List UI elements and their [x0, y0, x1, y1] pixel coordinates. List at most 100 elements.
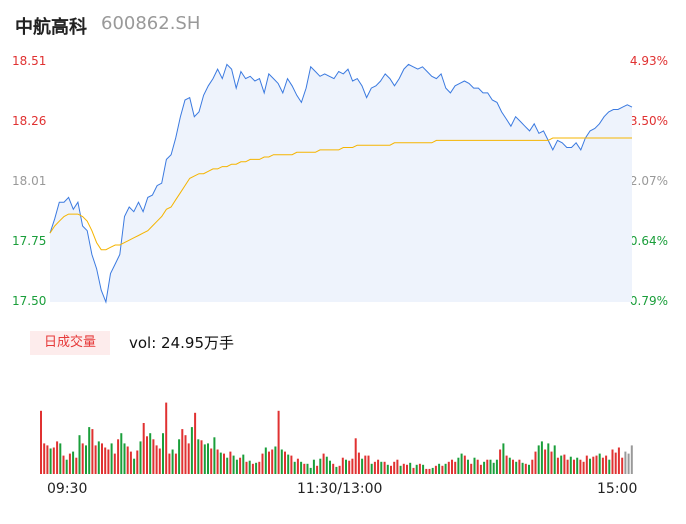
- volume-bar: [566, 459, 569, 474]
- volume-bar: [579, 459, 582, 474]
- volume-bar: [377, 459, 380, 474]
- volume-bar: [582, 461, 585, 474]
- price-area: [50, 64, 632, 303]
- volume-bar: [49, 448, 52, 474]
- volume-bar: [585, 455, 588, 474]
- volume-bar: [56, 441, 59, 474]
- y-right-tick: 0.64%: [629, 234, 668, 248]
- volume-bar: [229, 451, 232, 474]
- volume-bar: [216, 449, 219, 474]
- volume-bar: [351, 458, 354, 474]
- volume-bar: [271, 449, 274, 474]
- volume-bar: [139, 441, 142, 474]
- volume-bar: [226, 457, 229, 474]
- volume-bar: [146, 436, 148, 474]
- volume-bar: [213, 437, 216, 474]
- volume-bar: [434, 465, 437, 474]
- volume-bar: [341, 457, 344, 474]
- y-left-tick: 18.01: [12, 174, 47, 188]
- volume-bar: [178, 439, 181, 474]
- volume-bar: [232, 455, 235, 474]
- volume-bar: [219, 452, 222, 474]
- volume-bar: [72, 451, 75, 474]
- x-tick-close: 15:00: [597, 481, 638, 497]
- volume-bar: [88, 427, 91, 474]
- volume-bar: [614, 452, 617, 474]
- volume-bar: [75, 457, 78, 474]
- volume-bar: [348, 460, 351, 474]
- volume-bar: [476, 459, 479, 474]
- volume-bar: [425, 468, 428, 474]
- volume-bar: [540, 441, 543, 474]
- volume-bar: [296, 458, 299, 474]
- volume-bar: [46, 445, 49, 474]
- y-left-tick: 17.75: [12, 234, 47, 248]
- volume-bar: [598, 453, 601, 474]
- volume-bar: [386, 464, 389, 474]
- volume-bar: [142, 423, 145, 474]
- volume-bar: [120, 433, 123, 474]
- volume-bar: [81, 443, 84, 474]
- volume-bar: [101, 443, 103, 474]
- volume-bar: [200, 440, 203, 474]
- volume-bar: [171, 449, 174, 474]
- volume-bar: [569, 456, 572, 474]
- price-line: [49, 63, 633, 304]
- volume-bar: [630, 445, 633, 474]
- volume-bar: [332, 463, 335, 474]
- volume-bar: [505, 455, 508, 474]
- volume-bar: [107, 449, 110, 474]
- volume-bar: [473, 457, 476, 474]
- volume-bar: [91, 429, 94, 474]
- volume-bar: [133, 458, 136, 474]
- volume-bar: [447, 461, 450, 474]
- volume-bar: [441, 465, 444, 474]
- volume-bar: [624, 451, 627, 474]
- volume-bar: [345, 459, 347, 474]
- volume-bar: [312, 459, 315, 474]
- volume-bar: [210, 448, 213, 474]
- volume-bar: [515, 461, 518, 474]
- volume-tab[interactable]: 日成交量: [30, 331, 110, 355]
- volume-bar: [608, 459, 611, 474]
- volume-bar: [152, 439, 155, 474]
- volume-bar: [235, 459, 238, 474]
- volume-bar: [136, 450, 139, 474]
- volume-bar: [444, 463, 447, 474]
- volume-bar: [329, 460, 331, 474]
- volume-bar: [518, 459, 521, 474]
- volume-bar: [168, 453, 171, 474]
- volume-bar: [573, 459, 575, 474]
- volume-bar: [158, 448, 161, 474]
- volume-bar: [502, 443, 505, 474]
- volume-bar: [380, 461, 383, 474]
- volume-bar: [258, 461, 261, 474]
- volume-bar: [370, 463, 373, 474]
- volume-bar: [595, 455, 598, 474]
- volume-bar: [274, 446, 277, 474]
- volume-bar: [556, 457, 559, 474]
- volume-bar: [303, 463, 306, 474]
- y-left-tick: 17.50: [12, 294, 47, 308]
- volume-bar: [280, 449, 283, 474]
- volume-bar: [174, 453, 177, 474]
- volume-bar: [621, 457, 624, 474]
- volume-bar: [117, 439, 120, 474]
- volume-bar: [451, 459, 453, 474]
- volume-bar: [454, 461, 457, 474]
- volume-bar: [463, 455, 466, 474]
- volume-bar: [239, 457, 242, 474]
- volume-bar: [495, 459, 498, 474]
- volume-bar: [251, 463, 254, 474]
- volume-bar: [316, 465, 319, 474]
- volume-bar: [78, 435, 81, 474]
- volume-bar: [165, 402, 168, 474]
- volume-bar: [113, 453, 116, 474]
- volume-bar: [521, 462, 524, 474]
- y-right-tick: 2.07%: [629, 174, 668, 188]
- volume-bar: [486, 459, 489, 474]
- volume-bar: [467, 459, 469, 474]
- volume-bar: [268, 451, 270, 474]
- volume-bar: [460, 453, 463, 474]
- volume-bar: [62, 455, 65, 474]
